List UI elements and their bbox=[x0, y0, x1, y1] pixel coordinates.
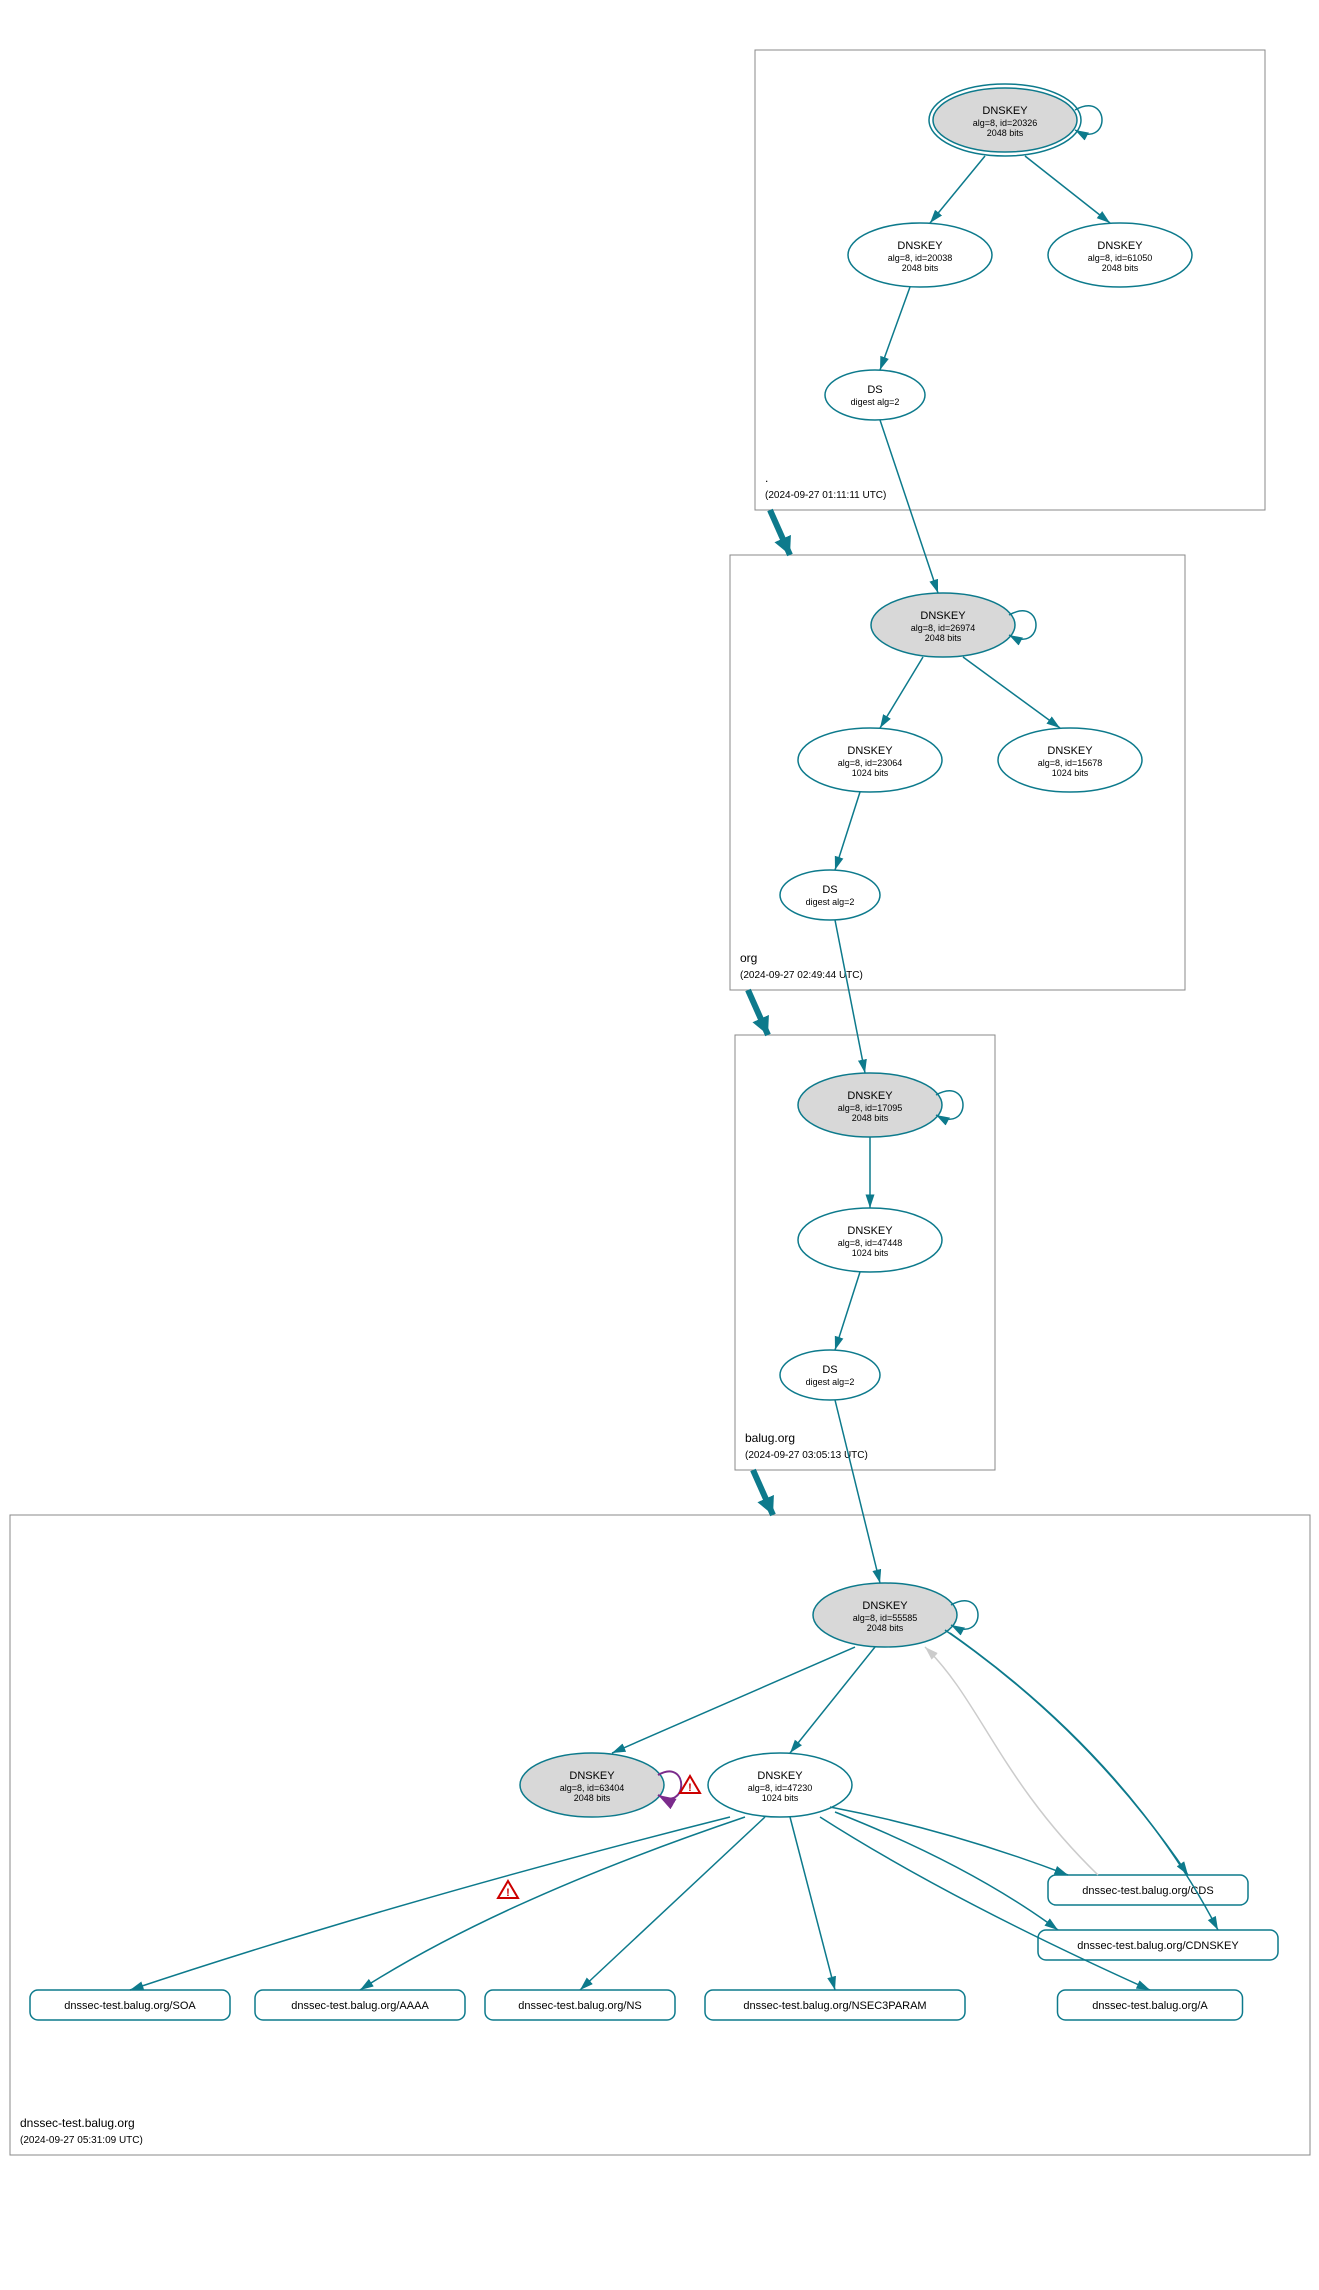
svg-text:DNSKEY: DNSKEY bbox=[847, 1225, 893, 1237]
delegation-balug-test bbox=[753, 1470, 773, 1515]
edge bbox=[835, 920, 865, 1073]
edge bbox=[930, 156, 985, 223]
edge bbox=[880, 287, 910, 370]
rr-ns: dnssec-test.balug.org/NS bbox=[485, 1990, 675, 2020]
edge bbox=[880, 420, 938, 593]
edge bbox=[830, 1807, 1068, 1875]
svg-text:alg=8, id=17095: alg=8, id=17095 bbox=[838, 1103, 903, 1113]
svg-text:DNSKEY: DNSKEY bbox=[920, 610, 966, 622]
zone-label-root: . bbox=[765, 471, 768, 485]
svg-text:alg=8, id=15678: alg=8, id=15678 bbox=[1038, 758, 1103, 768]
node-balug_zsk: DNSKEYalg=8, id=474481024 bits bbox=[798, 1208, 942, 1272]
svg-text:2048 bits: 2048 bits bbox=[574, 1793, 611, 1803]
svg-text:2048 bits: 2048 bits bbox=[987, 128, 1024, 138]
svg-text:2048 bits: 2048 bits bbox=[852, 1113, 889, 1123]
rr-aaaa: dnssec-test.balug.org/AAAA bbox=[255, 1990, 465, 2020]
dnssec-diagram: . (2024-09-27 01:11:11 UTC) org (2024-09-27… bbox=[0, 0, 1319, 2290]
svg-text:2048 bits: 2048 bits bbox=[925, 633, 962, 643]
svg-text:DNSKEY: DNSKEY bbox=[847, 1090, 893, 1102]
zone-label-org: org bbox=[740, 951, 757, 965]
svg-text:alg=8, id=61050: alg=8, id=61050 bbox=[1088, 253, 1153, 263]
svg-text:2048 bits: 2048 bits bbox=[867, 1623, 904, 1633]
svg-text:!: ! bbox=[688, 1782, 692, 1794]
edge bbox=[835, 1400, 880, 1583]
svg-text:dnssec-test.balug.org/SOA: dnssec-test.balug.org/SOA bbox=[64, 2000, 196, 2012]
node-org_zsk2: DNSKEYalg=8, id=156781024 bits bbox=[998, 728, 1142, 792]
svg-text:DNSKEY: DNSKEY bbox=[1097, 240, 1143, 252]
svg-text:digest alg=2: digest alg=2 bbox=[806, 1377, 855, 1387]
delegation-org-balug bbox=[748, 990, 768, 1035]
edge bbox=[790, 1647, 875, 1753]
node-root_zsk2: DNSKEYalg=8, id=610502048 bits bbox=[1048, 223, 1192, 287]
svg-text:1024 bits: 1024 bits bbox=[1052, 768, 1089, 778]
warning-icon: ! bbox=[498, 1881, 518, 1899]
edge bbox=[945, 1630, 1188, 1875]
rr-soa: dnssec-test.balug.org/SOA bbox=[30, 1990, 230, 2020]
svg-text:DS: DS bbox=[822, 884, 837, 896]
edge bbox=[790, 1817, 835, 1990]
svg-text:DNSKEY: DNSKEY bbox=[897, 240, 943, 252]
svg-text:alg=8, id=63404: alg=8, id=63404 bbox=[560, 1783, 625, 1793]
warning-icon: ! bbox=[680, 1776, 700, 1794]
delegation-root-org bbox=[770, 510, 790, 555]
svg-text:2048 bits: 2048 bits bbox=[1102, 263, 1139, 273]
svg-text:alg=8, id=47230: alg=8, id=47230 bbox=[748, 1783, 813, 1793]
node-root_zsk1: DNSKEYalg=8, id=200382048 bits bbox=[848, 223, 992, 287]
edge bbox=[880, 657, 923, 728]
edge bbox=[835, 792, 860, 870]
svg-text:DS: DS bbox=[867, 384, 882, 396]
node-root_ksk: DNSKEYalg=8, id=203262048 bits bbox=[929, 84, 1081, 156]
svg-text:dnssec-test.balug.org/CDNSKEY: dnssec-test.balug.org/CDNSKEY bbox=[1077, 1940, 1239, 1952]
svg-text:digest alg=2: digest alg=2 bbox=[806, 897, 855, 907]
edge bbox=[1025, 156, 1110, 223]
edge bbox=[612, 1647, 855, 1753]
svg-text:dnssec-test.balug.org/AAAA: dnssec-test.balug.org/AAAA bbox=[291, 2000, 429, 2012]
svg-text:alg=8, id=20038: alg=8, id=20038 bbox=[888, 253, 953, 263]
node-org_zsk1: DNSKEYalg=8, id=230641024 bits bbox=[798, 728, 942, 792]
node-test_k2: DNSKEYalg=8, id=634042048 bits bbox=[520, 1753, 664, 1817]
zone-timestamp-root: (2024-09-27 01:11:11 UTC) bbox=[765, 490, 886, 501]
svg-text:DNSKEY: DNSKEY bbox=[982, 105, 1028, 117]
svg-text:1024 bits: 1024 bits bbox=[852, 768, 889, 778]
svg-text:dnssec-test.balug.org/NS: dnssec-test.balug.org/NS bbox=[518, 2000, 642, 2012]
svg-text:DNSKEY: DNSKEY bbox=[862, 1600, 908, 1612]
node-balug_ksk: DNSKEYalg=8, id=170952048 bits bbox=[798, 1073, 942, 1137]
node-test_ksk: DNSKEYalg=8, id=555852048 bits bbox=[813, 1583, 957, 1647]
zone-label-dnssec: dnssec-test.balug.org bbox=[20, 2116, 135, 2130]
svg-text:!: ! bbox=[506, 1887, 510, 1899]
node-root_ds: DSdigest alg=2 bbox=[825, 370, 925, 420]
svg-text:DNSKEY: DNSKEY bbox=[1047, 745, 1093, 757]
svg-text:dnssec-test.balug.org/A: dnssec-test.balug.org/A bbox=[1092, 2000, 1208, 2012]
svg-text:DS: DS bbox=[822, 1364, 837, 1376]
edge bbox=[130, 1817, 730, 1990]
svg-text:alg=8, id=23064: alg=8, id=23064 bbox=[838, 758, 903, 768]
edge bbox=[360, 1817, 745, 1990]
edge bbox=[835, 1272, 860, 1350]
svg-text:alg=8, id=47448: alg=8, id=47448 bbox=[838, 1238, 903, 1248]
svg-text:DNSKEY: DNSKEY bbox=[757, 1770, 803, 1782]
svg-text:DNSKEY: DNSKEY bbox=[569, 1770, 615, 1782]
edge bbox=[835, 1812, 1058, 1930]
svg-text:1024 bits: 1024 bits bbox=[852, 1248, 889, 1258]
node-org_ksk: DNSKEYalg=8, id=269742048 bits bbox=[871, 593, 1015, 657]
svg-text:digest alg=2: digest alg=2 bbox=[851, 397, 900, 407]
svg-text:2048 bits: 2048 bits bbox=[902, 263, 939, 273]
svg-text:DNSKEY: DNSKEY bbox=[847, 745, 893, 757]
edge bbox=[963, 657, 1060, 728]
svg-text:alg=8, id=26974: alg=8, id=26974 bbox=[911, 623, 976, 633]
svg-text:alg=8, id=55585: alg=8, id=55585 bbox=[853, 1613, 918, 1623]
node-balug_ds: DSdigest alg=2 bbox=[780, 1350, 880, 1400]
zone-timestamp-dnssec: (2024-09-27 05:31:09 UTC) bbox=[20, 2135, 143, 2146]
rr-cds: dnssec-test.balug.org/CDS bbox=[1048, 1875, 1248, 1905]
rr-a: dnssec-test.balug.org/A bbox=[1058, 1990, 1243, 2020]
node-org_ds: DSdigest alg=2 bbox=[780, 870, 880, 920]
svg-text:alg=8, id=20326: alg=8, id=20326 bbox=[973, 118, 1038, 128]
svg-text:dnssec-test.balug.org/NSEC3PAR: dnssec-test.balug.org/NSEC3PARAM bbox=[743, 2000, 926, 2012]
rr-nsec3: dnssec-test.balug.org/NSEC3PARAM bbox=[705, 1990, 965, 2020]
svg-text:1024 bits: 1024 bits bbox=[762, 1793, 799, 1803]
zone-label-balug: balug.org bbox=[745, 1431, 795, 1445]
